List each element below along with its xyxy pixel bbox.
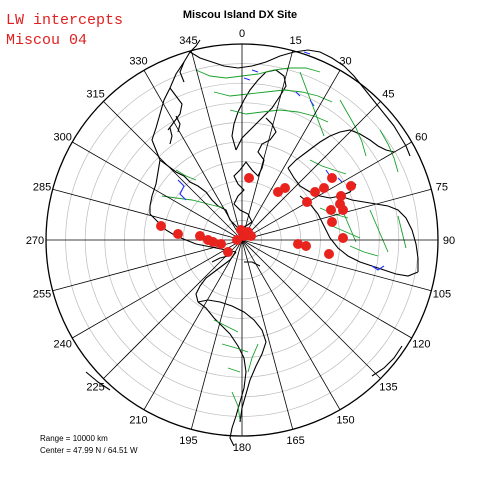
intercept-marker xyxy=(223,247,233,257)
azimuth-label: 75 xyxy=(436,181,448,193)
intercept-marker xyxy=(293,239,303,249)
azimuth-spoke xyxy=(72,239,243,339)
azimuth-spoke xyxy=(241,50,294,241)
intercept-marker xyxy=(319,183,329,193)
azimuth-spoke xyxy=(241,101,381,241)
intercept-marker xyxy=(324,249,334,259)
azimuth-spoke xyxy=(190,50,243,241)
azimuth-label: 225 xyxy=(86,381,104,393)
azimuth-label: 345 xyxy=(179,35,197,47)
overlay-title-line-1: LW intercepts xyxy=(6,12,124,29)
lakes-and-rivers xyxy=(177,51,385,271)
intercept-marker xyxy=(208,237,218,247)
azimuth-spoke xyxy=(241,239,341,410)
azimuth-spoke xyxy=(241,239,432,292)
azimuth-label: 210 xyxy=(129,414,147,426)
azimuth-spoke xyxy=(143,239,243,410)
azimuth-label: 0 xyxy=(239,28,245,40)
intercept-markers xyxy=(156,173,356,259)
azimuth-spoke xyxy=(143,70,243,241)
azimuth-label: 195 xyxy=(179,435,197,447)
azimuth-spoke xyxy=(190,239,243,430)
azimuth-label: 60 xyxy=(415,132,427,144)
azimuth-label: 270 xyxy=(26,235,44,247)
intercept-marker xyxy=(239,231,249,241)
azimuth-spoke xyxy=(103,239,243,379)
overlay-title-line-2: Miscou 04 xyxy=(6,32,88,49)
azimuth-spoke xyxy=(241,239,294,430)
azimuth-label: 255 xyxy=(33,289,51,301)
azimuth-spoke xyxy=(241,239,412,339)
intercept-marker xyxy=(173,229,183,239)
intercept-marker xyxy=(156,221,166,231)
azimuth-label: 45 xyxy=(382,89,394,101)
intercept-marker xyxy=(216,239,226,249)
azimuth-label: 180 xyxy=(233,442,251,454)
azimuth-label: 15 xyxy=(289,35,301,47)
azimuth-label: 120 xyxy=(412,339,430,351)
intercept-marker xyxy=(246,231,256,241)
azimuth-spoke xyxy=(241,70,341,241)
azimuth-label: 315 xyxy=(86,89,104,101)
azimuth-label: 30 xyxy=(339,56,351,68)
azimuth-spoke xyxy=(241,239,381,379)
intercept-marker xyxy=(336,191,346,201)
intercept-marker xyxy=(195,231,205,241)
intercept-marker xyxy=(310,187,320,197)
azimuth-spoke xyxy=(103,101,243,241)
azimuth-label: 300 xyxy=(54,132,72,144)
azimuth-spoke xyxy=(52,188,243,241)
intercept-marker xyxy=(338,233,348,243)
intercept-marker xyxy=(346,181,356,191)
azimuth-label: 165 xyxy=(286,435,304,447)
intercept-marker xyxy=(327,173,337,183)
intercept-marker xyxy=(280,183,290,193)
azimuth-label: 240 xyxy=(54,339,72,351)
intercept-marker xyxy=(326,205,336,215)
azimuth-label: 285 xyxy=(33,181,51,193)
azimuth-spoke xyxy=(241,188,432,241)
intercept-marker xyxy=(302,197,312,207)
azimuth-labels: 0 15 30 45 60 75 90 105 120 135 150 165 180 195 210 225… xyxy=(26,28,455,454)
intercept-marker xyxy=(244,173,254,183)
azimuth-spoke xyxy=(72,141,243,241)
range-info: Range = 10000 km xyxy=(40,434,108,443)
intercept-marker xyxy=(301,241,311,251)
azimuth-label: 105 xyxy=(433,289,451,301)
intercept-marker xyxy=(327,217,337,227)
intercept-marker xyxy=(338,205,348,215)
center-info: Center = 47.99 N / 64.51 W xyxy=(40,446,138,455)
azimuth-spoke xyxy=(52,239,243,292)
azimuth-label: 330 xyxy=(129,56,147,68)
azimuth-label: 135 xyxy=(379,381,397,393)
map-title: Miscou Island DX Site xyxy=(182,9,298,21)
azimuth-label: 90 xyxy=(443,235,455,247)
azimuth-label: 150 xyxy=(336,414,354,426)
